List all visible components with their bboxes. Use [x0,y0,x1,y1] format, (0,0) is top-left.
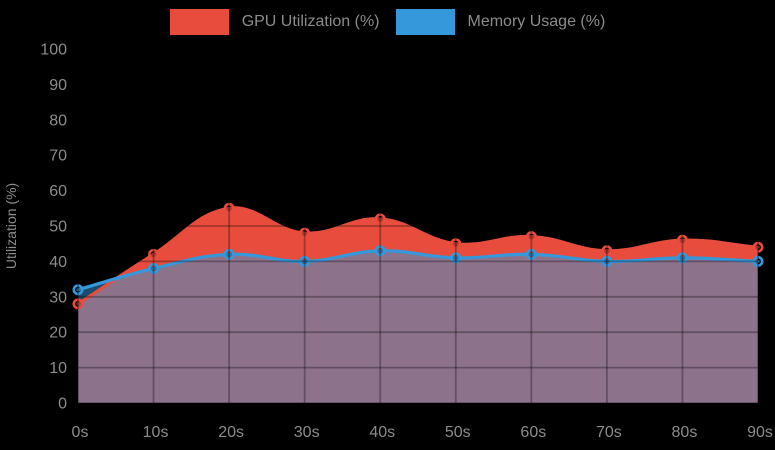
memory-point-10s [148,262,160,274]
gpu-point-90s [752,241,764,253]
memory-area-fill [78,250,758,403]
y-tick-label-10: 10 [49,360,67,377]
memory-line [76,249,760,292]
gpu-point-40s [374,213,386,225]
y-tick-label-30: 30 [49,289,67,306]
memory-point-0s [72,284,84,296]
memory-point-40s [374,245,386,257]
memory-point-30s [299,255,311,267]
memory-legend-swatch [395,9,455,35]
memory-point-90s [752,255,764,267]
memory-legend-label: Memory Usage (%) [467,13,606,30]
memory-point-60s [525,248,537,260]
y-axis-title: Utilization (%) [3,183,19,269]
memory-point-70s [601,255,613,267]
x-tick-label-10s: 10s [143,424,169,441]
y-tick-label-0: 0 [58,396,67,413]
legend: GPU Utilization (%) Memory Usage (%) [0,9,775,35]
gpu-point-60s [525,231,537,243]
gpu-point-50s [450,238,462,250]
y-tick-label-40: 40 [49,254,67,271]
legend-item-gpu[interactable]: GPU Utilization (%) [169,9,380,35]
gpu-point-20s [223,202,235,214]
x-tick-label-40s: 40s [369,424,395,441]
x-tick-label-60s: 60s [520,424,546,441]
gpu-point-70s [601,245,613,257]
x-tick-label-70s: 70s [596,424,622,441]
y-tick-label-20: 20 [49,325,67,342]
gpu-point-0s [72,298,84,310]
x-tick-label-90s: 90s [747,424,773,441]
gpu-point-10s [148,248,160,260]
gpu-legend-label: GPU Utilization (%) [241,13,380,30]
y-tick-label-60: 60 [49,183,67,200]
memory-point-20s [223,248,235,260]
memory-point-50s [450,252,462,264]
x-tick-label-20s: 20s [218,424,244,441]
gpu-point-30s [299,227,311,239]
gpu-legend-swatch [169,9,229,35]
y-tick-label-90: 90 [49,77,67,94]
x-tick-label-80s: 80s [672,424,698,441]
memory-point-80s [676,252,688,264]
y-tick-label-70: 70 [49,148,67,165]
gpu-point-80s [676,234,688,246]
y-tick-label-50: 50 [49,219,67,236]
gpu-line [76,206,760,306]
x-tick-label-0s: 0s [72,424,89,441]
y-tick-label-100: 100 [40,42,67,59]
legend-item-memory[interactable]: Memory Usage (%) [395,9,606,35]
x-tick-label-30s: 30s [294,424,320,441]
y-tick-label-80: 80 [49,112,67,129]
x-tick-label-50s: 50s [445,424,471,441]
